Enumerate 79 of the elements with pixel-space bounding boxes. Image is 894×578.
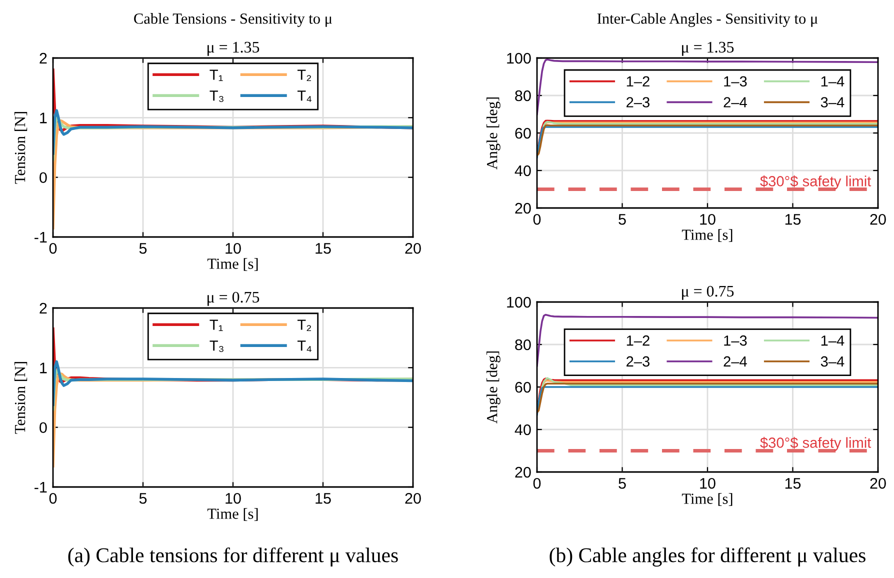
x-tick-label: 15	[316, 243, 331, 254]
y-tick-label: 100	[507, 296, 531, 308]
y-tick-label: 1	[40, 362, 47, 374]
y-tick-label: 100	[507, 52, 531, 64]
y-tick-label: 60	[515, 128, 531, 139]
y-tick-label: 20	[515, 202, 531, 214]
x-tick-label: 15	[785, 214, 801, 225]
legend-label: 1–2	[626, 335, 650, 346]
text: Cable Tensions - Sensitivity to μ	[134, 13, 332, 27]
y-tick-label: 20	[515, 466, 531, 478]
legend-label: 1–4	[821, 336, 844, 346]
legend-label: T₂	[297, 320, 311, 332]
y-tick-label: -1	[34, 232, 47, 243]
chart-title: μ = 0.75	[208, 292, 260, 306]
x-tick-label: 10	[226, 242, 241, 254]
y-tick-label: 0	[40, 422, 47, 434]
legend-label: 3–4	[820, 356, 844, 367]
legend-label: T₄	[297, 340, 312, 352]
y-axis-title: Angle [deg]	[486, 97, 500, 170]
y-tick-label: 40	[514, 424, 531, 436]
x-axis-title: Time [s]	[207, 508, 258, 521]
y-tick-label: 1	[40, 112, 47, 124]
ref-line-label: $30°$ safety limit	[760, 175, 872, 190]
legend-label: 1–3	[724, 76, 747, 87]
y-tick-label: 2	[40, 302, 47, 314]
y-tick-label: 80	[515, 339, 531, 350]
legend-label: 2–3	[626, 97, 650, 108]
y-axis-title: Tension [N]	[14, 112, 28, 184]
legend-label: 1–4	[821, 76, 844, 86]
x-tick-label: 20	[870, 478, 886, 489]
line-series	[53, 109, 413, 155]
text: (b) Cable angles for different μ values	[550, 547, 866, 567]
x-tick-label: 0	[49, 492, 57, 504]
y-tick-label: 60	[515, 382, 531, 393]
y-axis-title: Angle [deg]	[486, 351, 500, 424]
x-tick-label: 5	[139, 493, 147, 504]
y-tick-label: 2	[40, 52, 47, 64]
x-tick-label: 10	[700, 478, 716, 489]
legend-label: T₃	[210, 90, 224, 102]
y-tick-label: -1	[34, 482, 47, 493]
y-tick-label: 0	[40, 172, 47, 184]
legend-label: T₁	[210, 320, 223, 332]
text: Inter-Cable Angles - Sensitivity to μ	[597, 13, 818, 27]
y-axis-title: Tension [N]	[14, 362, 28, 434]
x-tick-label: 5	[618, 214, 626, 225]
legend-label: 2–4	[724, 356, 747, 366]
x-axis-title: Time [s]	[207, 258, 258, 271]
legend-label: 1–2	[626, 76, 650, 86]
chart-title: μ = 1.35	[682, 42, 734, 56]
chart-title: μ = 1.35	[208, 42, 260, 56]
x-tick-label: 15	[785, 478, 801, 489]
legend-label: T₂	[297, 70, 311, 82]
x-tick-label: 10	[700, 214, 716, 225]
x-axis-title: Time [s]	[682, 493, 732, 506]
x-tick-label: 5	[618, 478, 626, 489]
x-tick-label: 15	[316, 493, 331, 504]
legend-label: 3–4	[820, 97, 844, 108]
x-tick-label: 5	[139, 243, 147, 254]
line-series	[53, 360, 413, 406]
legend-label: T₃	[210, 340, 224, 352]
text: (a) Cable tensions for different μ values	[68, 547, 398, 567]
legend-label: 1–3	[724, 335, 747, 346]
legend-label: T₁	[210, 70, 223, 82]
line-series	[537, 314, 878, 367]
legend-label: T₄	[297, 90, 312, 102]
legend-label: 2–3	[626, 356, 650, 367]
x-tick-label: 0	[533, 478, 541, 489]
legend-label: 2–4	[724, 97, 747, 108]
y-tick-label: 80	[515, 90, 531, 102]
x-tick-label: 0	[533, 214, 541, 225]
x-tick-label: 20	[405, 242, 421, 254]
y-tick-label: 40	[514, 165, 531, 176]
x-tick-label: 20	[870, 214, 886, 225]
x-tick-label: 10	[226, 492, 241, 504]
ref-line-label: $30°$ safety limit	[760, 436, 872, 451]
x-tick-label: 0	[49, 242, 57, 254]
x-axis-title: Time [s]	[682, 229, 732, 242]
x-tick-label: 20	[405, 492, 421, 504]
chart-title: μ = 0.75	[682, 286, 734, 300]
